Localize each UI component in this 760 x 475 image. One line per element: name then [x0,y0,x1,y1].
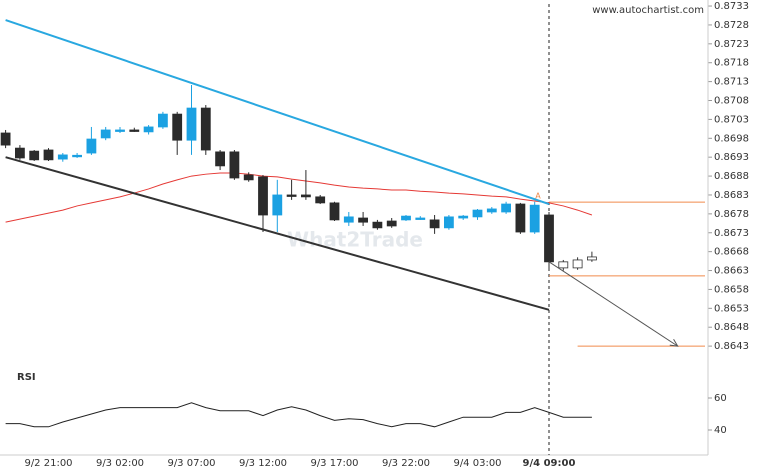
x-tick-label: 9/3 22:00 [382,458,430,469]
candle-body [43,149,54,161]
candle-body [100,129,111,139]
candle-body [329,202,340,221]
y-tick-label: 0.8733 [714,1,749,12]
candle-body [272,194,283,216]
candle-body [429,219,440,229]
x-tick-label: 9/2 21:00 [24,458,72,469]
y-tick-label: 0.8668 [714,247,749,258]
candle-body [300,194,311,198]
y-tick-label: 0.8663 [714,266,749,277]
candle-body [501,203,512,213]
candle-body [143,126,154,133]
watermark: What2Trade [287,228,423,252]
candle-body [186,107,197,141]
candle-body [515,203,526,233]
y-tick-label: 0.8673 [714,228,749,239]
trendline [5,19,550,205]
candle-body [129,129,140,132]
x-tick-label: 9/3 12:00 [239,458,287,469]
rsi-line [5,402,592,428]
x-tick-label: 9/4 09:00 [523,458,576,469]
candle-body [486,208,497,213]
y-tick-label: 0.8653 [714,303,749,314]
moving-average [5,172,593,223]
candle-body [372,221,383,229]
y-tick-label: 0.8683 [714,190,749,201]
x-tick-label: 9/3 02:00 [96,458,144,469]
source: www.autochartist.com [592,5,704,16]
candle-body [243,174,254,181]
candle-body [258,176,268,216]
candle-body [358,217,369,223]
candle-body [401,215,411,221]
candle-body [29,150,40,161]
candle-body [86,138,97,154]
y-tick-label: 0.8643 [714,341,749,352]
candle-body [343,216,354,223]
indicator-title: RSI [17,372,36,383]
candle-body [315,196,326,204]
x-tick-label: 9/4 03:00 [453,458,501,469]
y-tick-label: 0.8723 [714,39,749,50]
projection-body [572,259,583,269]
candle-body [115,129,125,132]
candle-body [157,113,168,128]
candle-body [544,214,554,263]
projection-body [587,256,597,261]
candle-body [443,216,454,229]
projection-body [558,261,569,269]
candle-body [172,113,183,141]
candle-body [458,215,469,219]
y-tick-label: 0.8678 [714,209,749,220]
y-tick-label: 0.8708 [714,96,749,107]
arrow-head [669,338,679,347]
candle-body [200,107,211,151]
y-tick-label: 0.8688 [714,171,749,182]
y-tick-label: 0.8713 [714,77,749,88]
candle-body [415,217,426,220]
candle-body [0,132,11,146]
forecast-arrow [548,261,678,347]
candle-body [57,154,68,160]
y-tick-label: 0.8658 [714,284,749,295]
candle-body [386,220,397,227]
candle-body [529,204,540,233]
y-tick-label: 0.8718 [714,58,749,69]
candle-body [472,209,483,218]
x-tick-label: 9/3 17:00 [310,458,358,469]
candle-body [215,151,226,167]
trendline [5,156,550,311]
rsi-tick-label: 40 [714,425,727,436]
y-tick-label: 0.8728 [714,20,749,31]
x-tick-label: 9/3 07:00 [167,458,215,469]
y-tick-label: 0.8648 [714,322,749,333]
y-tick-label: 0.8703 [714,114,749,125]
candle-body [229,151,240,179]
y-tick-label: 0.8698 [714,133,749,144]
pattern-label: A [535,192,541,201]
y-tick-label: 0.8693 [714,152,749,163]
candle-body [72,154,82,158]
candle-body [14,147,25,159]
candle-body [286,194,297,197]
rsi-tick-label: 60 [714,393,727,404]
